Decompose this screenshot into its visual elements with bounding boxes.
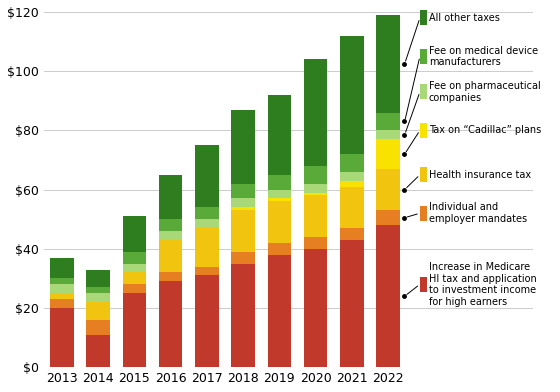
Bar bbox=[195, 276, 218, 367]
Bar bbox=[50, 284, 73, 293]
Bar bbox=[376, 225, 400, 367]
Bar bbox=[268, 201, 291, 243]
Bar bbox=[231, 198, 255, 207]
Bar bbox=[304, 192, 328, 196]
Bar bbox=[304, 166, 328, 183]
Bar bbox=[340, 36, 363, 154]
Text: Increase in Medicare
HI tax and application
to investment income
for high earner: Increase in Medicare HI tax and applicat… bbox=[429, 262, 536, 307]
Bar bbox=[123, 252, 146, 263]
Bar bbox=[340, 172, 363, 181]
Bar bbox=[304, 59, 328, 166]
FancyBboxPatch shape bbox=[420, 277, 427, 292]
Bar bbox=[123, 293, 146, 367]
FancyBboxPatch shape bbox=[420, 49, 427, 64]
Bar bbox=[231, 110, 255, 183]
Bar bbox=[159, 231, 183, 240]
FancyBboxPatch shape bbox=[420, 11, 427, 25]
Bar bbox=[159, 219, 183, 231]
Bar bbox=[159, 240, 183, 272]
Bar bbox=[50, 278, 73, 284]
Bar bbox=[340, 181, 363, 187]
Bar bbox=[231, 252, 255, 263]
Bar bbox=[123, 263, 146, 272]
Bar bbox=[340, 240, 363, 367]
Bar bbox=[268, 255, 291, 367]
Bar bbox=[231, 207, 255, 210]
Bar bbox=[376, 169, 400, 210]
Bar bbox=[304, 249, 328, 367]
Bar bbox=[86, 270, 110, 287]
FancyBboxPatch shape bbox=[420, 123, 427, 138]
Bar bbox=[195, 145, 218, 207]
Bar bbox=[268, 243, 291, 255]
Bar bbox=[231, 210, 255, 252]
Bar bbox=[376, 210, 400, 225]
FancyBboxPatch shape bbox=[420, 84, 427, 99]
Bar bbox=[231, 263, 255, 367]
Bar bbox=[268, 175, 291, 190]
Text: All other taxes: All other taxes bbox=[429, 13, 500, 23]
Bar bbox=[195, 267, 218, 276]
Bar bbox=[86, 320, 110, 335]
Bar bbox=[304, 237, 328, 249]
Text: Health insurance tax: Health insurance tax bbox=[429, 170, 531, 180]
Bar bbox=[86, 287, 110, 293]
Bar bbox=[159, 281, 183, 367]
Bar bbox=[50, 258, 73, 278]
Bar bbox=[50, 299, 73, 308]
Bar bbox=[86, 293, 110, 302]
Bar bbox=[86, 302, 110, 320]
Bar bbox=[86, 335, 110, 367]
Text: Fee on medical device
manufacturers: Fee on medical device manufacturers bbox=[429, 45, 538, 67]
Bar bbox=[195, 207, 218, 219]
Bar bbox=[304, 183, 328, 192]
Bar bbox=[50, 308, 73, 367]
Bar bbox=[376, 113, 400, 131]
Bar bbox=[376, 139, 400, 169]
FancyBboxPatch shape bbox=[420, 206, 427, 221]
Bar bbox=[268, 190, 291, 198]
Bar bbox=[195, 219, 218, 228]
Text: Fee on pharmaceutical
companies: Fee on pharmaceutical companies bbox=[429, 81, 541, 103]
Bar bbox=[340, 187, 363, 228]
Bar bbox=[376, 15, 400, 113]
Bar bbox=[304, 196, 328, 237]
FancyBboxPatch shape bbox=[420, 167, 427, 182]
Bar bbox=[159, 175, 183, 219]
Text: Tax on “Cadillac” plans: Tax on “Cadillac” plans bbox=[429, 125, 541, 135]
Bar bbox=[376, 131, 400, 139]
Bar bbox=[340, 154, 363, 172]
Text: Individual and
employer mandates: Individual and employer mandates bbox=[429, 202, 527, 224]
Bar bbox=[195, 228, 218, 267]
Bar bbox=[268, 95, 291, 175]
Bar bbox=[159, 272, 183, 281]
Bar bbox=[123, 272, 146, 284]
Bar bbox=[268, 198, 291, 201]
Bar bbox=[123, 284, 146, 293]
Bar bbox=[50, 293, 73, 299]
Bar bbox=[123, 216, 146, 252]
Bar bbox=[340, 228, 363, 240]
Bar bbox=[231, 183, 255, 198]
